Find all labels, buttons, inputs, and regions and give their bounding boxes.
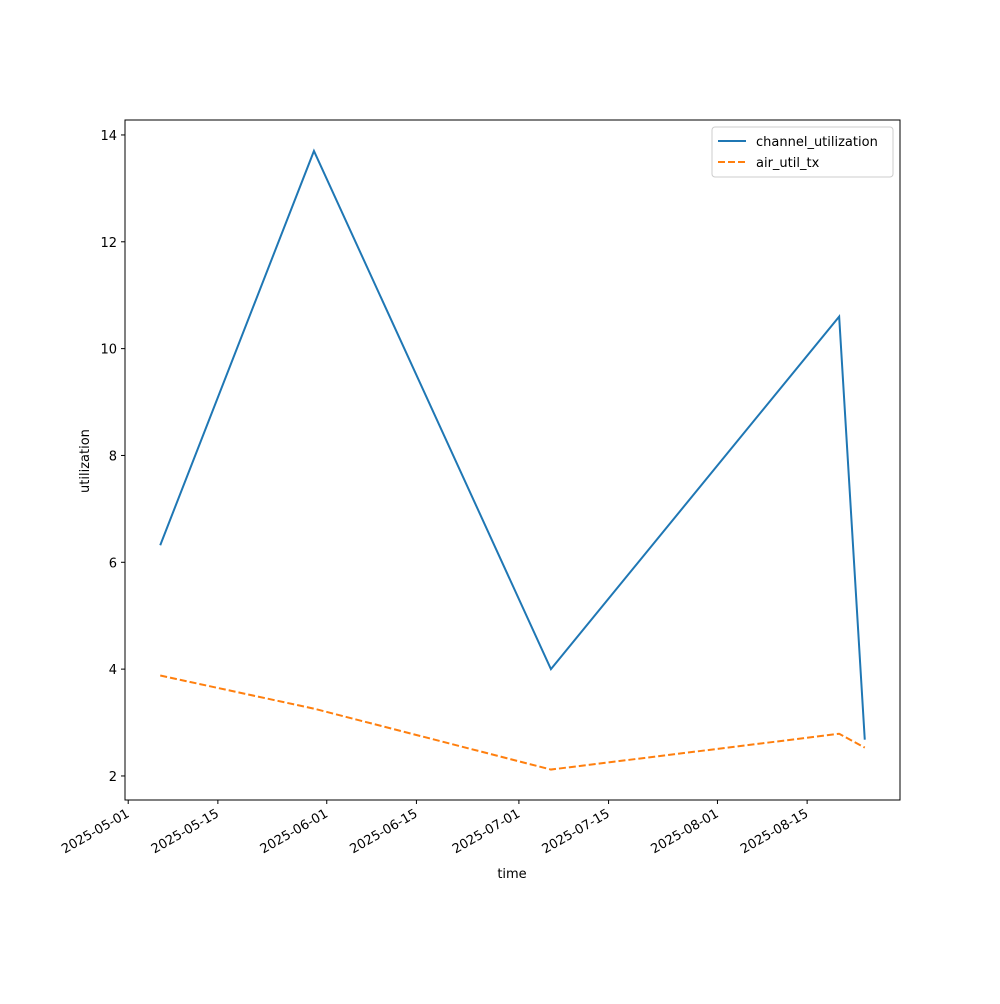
y-tick-label: 14 xyxy=(100,129,117,144)
x-tick-label: 2025-08-01 xyxy=(649,806,722,857)
legend-box xyxy=(711,126,894,178)
x-tick-label: 2025-07-01 xyxy=(450,806,523,857)
y-tick-label: 6 xyxy=(109,556,117,571)
x-tick-label: 2025-05-15 xyxy=(149,806,222,857)
y-tick-label: 10 xyxy=(100,343,117,358)
x-tick-label: 2025-06-01 xyxy=(258,806,331,857)
x-tick-label: 2025-06-15 xyxy=(347,806,420,857)
series-line xyxy=(159,148,866,740)
x-tick-label: 2025-05-01 xyxy=(59,806,132,857)
y-tick-label: 4 xyxy=(109,663,117,678)
x-tick-label: 2025-08-15 xyxy=(738,806,811,857)
y-tick-label: 2 xyxy=(109,770,117,785)
x-axis-label: time xyxy=(497,867,526,882)
plot-frame xyxy=(124,119,901,801)
x-tick-label: 2025-07-15 xyxy=(540,806,613,857)
legend-label: channel_utilization xyxy=(756,135,878,150)
series-line xyxy=(160,674,866,771)
legend-label: air_util_tx xyxy=(756,156,820,171)
y-axis-label: utilization xyxy=(78,429,93,493)
y-tick-label: 8 xyxy=(109,449,117,464)
y-tick-label: 12 xyxy=(100,236,117,251)
